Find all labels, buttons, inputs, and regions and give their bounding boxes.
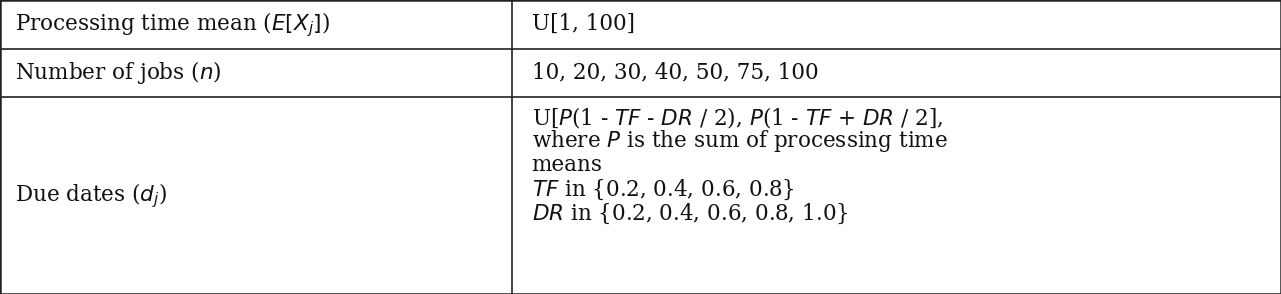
Text: U[1, 100]: U[1, 100]: [532, 13, 634, 35]
Text: $TF$ in {0.2, 0.4, 0.6, 0.8}: $TF$ in {0.2, 0.4, 0.6, 0.8}: [532, 177, 794, 202]
Text: means: means: [532, 154, 602, 176]
Text: where $P$ is the sum of processing time: where $P$ is the sum of processing time: [532, 128, 948, 154]
Text: Processing time mean ($E[X_j]$): Processing time mean ($E[X_j]$): [15, 10, 330, 39]
Text: 10, 20, 30, 40, 50, 75, 100: 10, 20, 30, 40, 50, 75, 100: [532, 62, 819, 84]
Text: Number of jobs ($n$): Number of jobs ($n$): [15, 59, 222, 86]
Text: U[$P$(1 - $TF$ - $DR$ / 2), $P$(1 - $TF$ + $DR$ / 2],: U[$P$(1 - $TF$ - $DR$ / 2), $P$(1 - $TF$…: [532, 105, 943, 130]
Text: Due dates ($d_j$): Due dates ($d_j$): [15, 181, 168, 210]
Text: $DR$ in {0.2, 0.4, 0.6, 0.8, 1.0}: $DR$ in {0.2, 0.4, 0.6, 0.8, 1.0}: [532, 201, 848, 226]
